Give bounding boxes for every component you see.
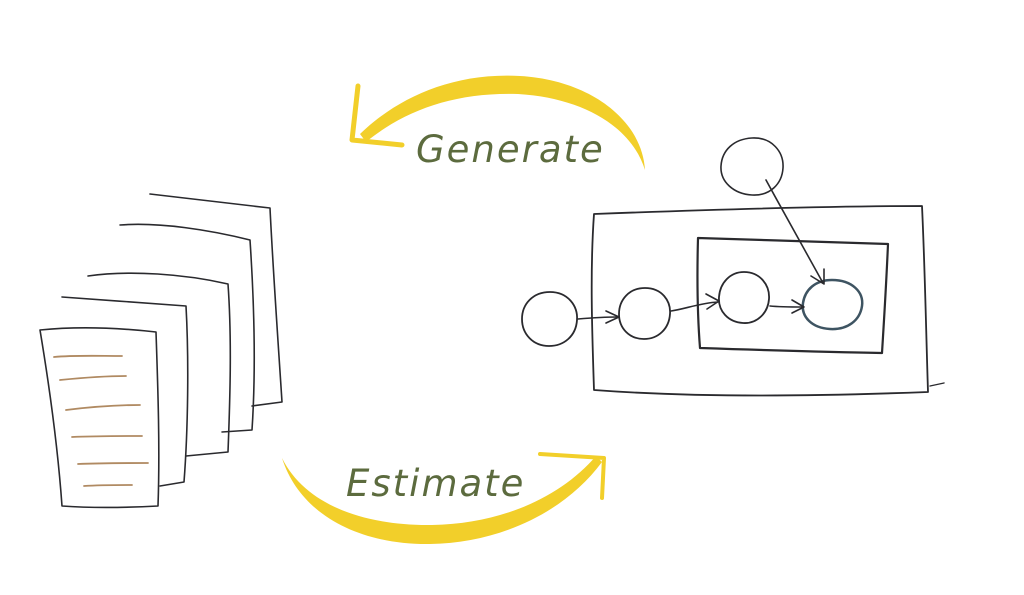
edge-prior-to-latent-head [605,310,620,324]
topic-node [718,271,770,324]
edge-prior-to-latent [577,316,619,320]
document-page-5 [149,193,283,407]
estimate-label: Estimate [346,462,525,505]
latent-node [618,287,671,340]
edge-topic-to-word-head [791,299,805,314]
document-text-line [83,484,133,487]
hyper-node [720,137,784,196]
inner-plate [696,236,890,355]
edge-hyper-to-word-head [810,268,825,285]
estimate-arrow-body [282,456,602,545]
edge-topic-to-word [769,305,804,308]
document-page-1 [39,327,160,509]
document-page-2 [61,296,189,487]
outer-plate [590,205,929,397]
document-text-line [77,462,149,465]
document-text-line [65,404,141,411]
generate-arrow-body [360,75,645,170]
estimate-arrow [282,452,606,545]
document-stack [39,193,283,509]
document-text-line [71,435,143,438]
document-text-lines [53,354,149,487]
document-page-3 [87,272,232,457]
generate-arrow [349,75,645,170]
edge-hyper-to-word [765,179,824,284]
document-text-line [53,354,123,358]
generate-label: Generate [416,128,605,171]
generate-arrow-head [349,83,405,148]
document-page-4 [119,223,255,433]
observed-word-node [801,278,864,331]
outer-plate-tick [929,382,945,387]
prior-node [521,291,578,347]
edge-latent-to-topic [670,301,719,312]
document-text-line [59,375,127,381]
edge-latent-to-topic-head [705,293,720,310]
graphical-model [521,137,945,397]
estimate-arrow-head [538,452,606,500]
